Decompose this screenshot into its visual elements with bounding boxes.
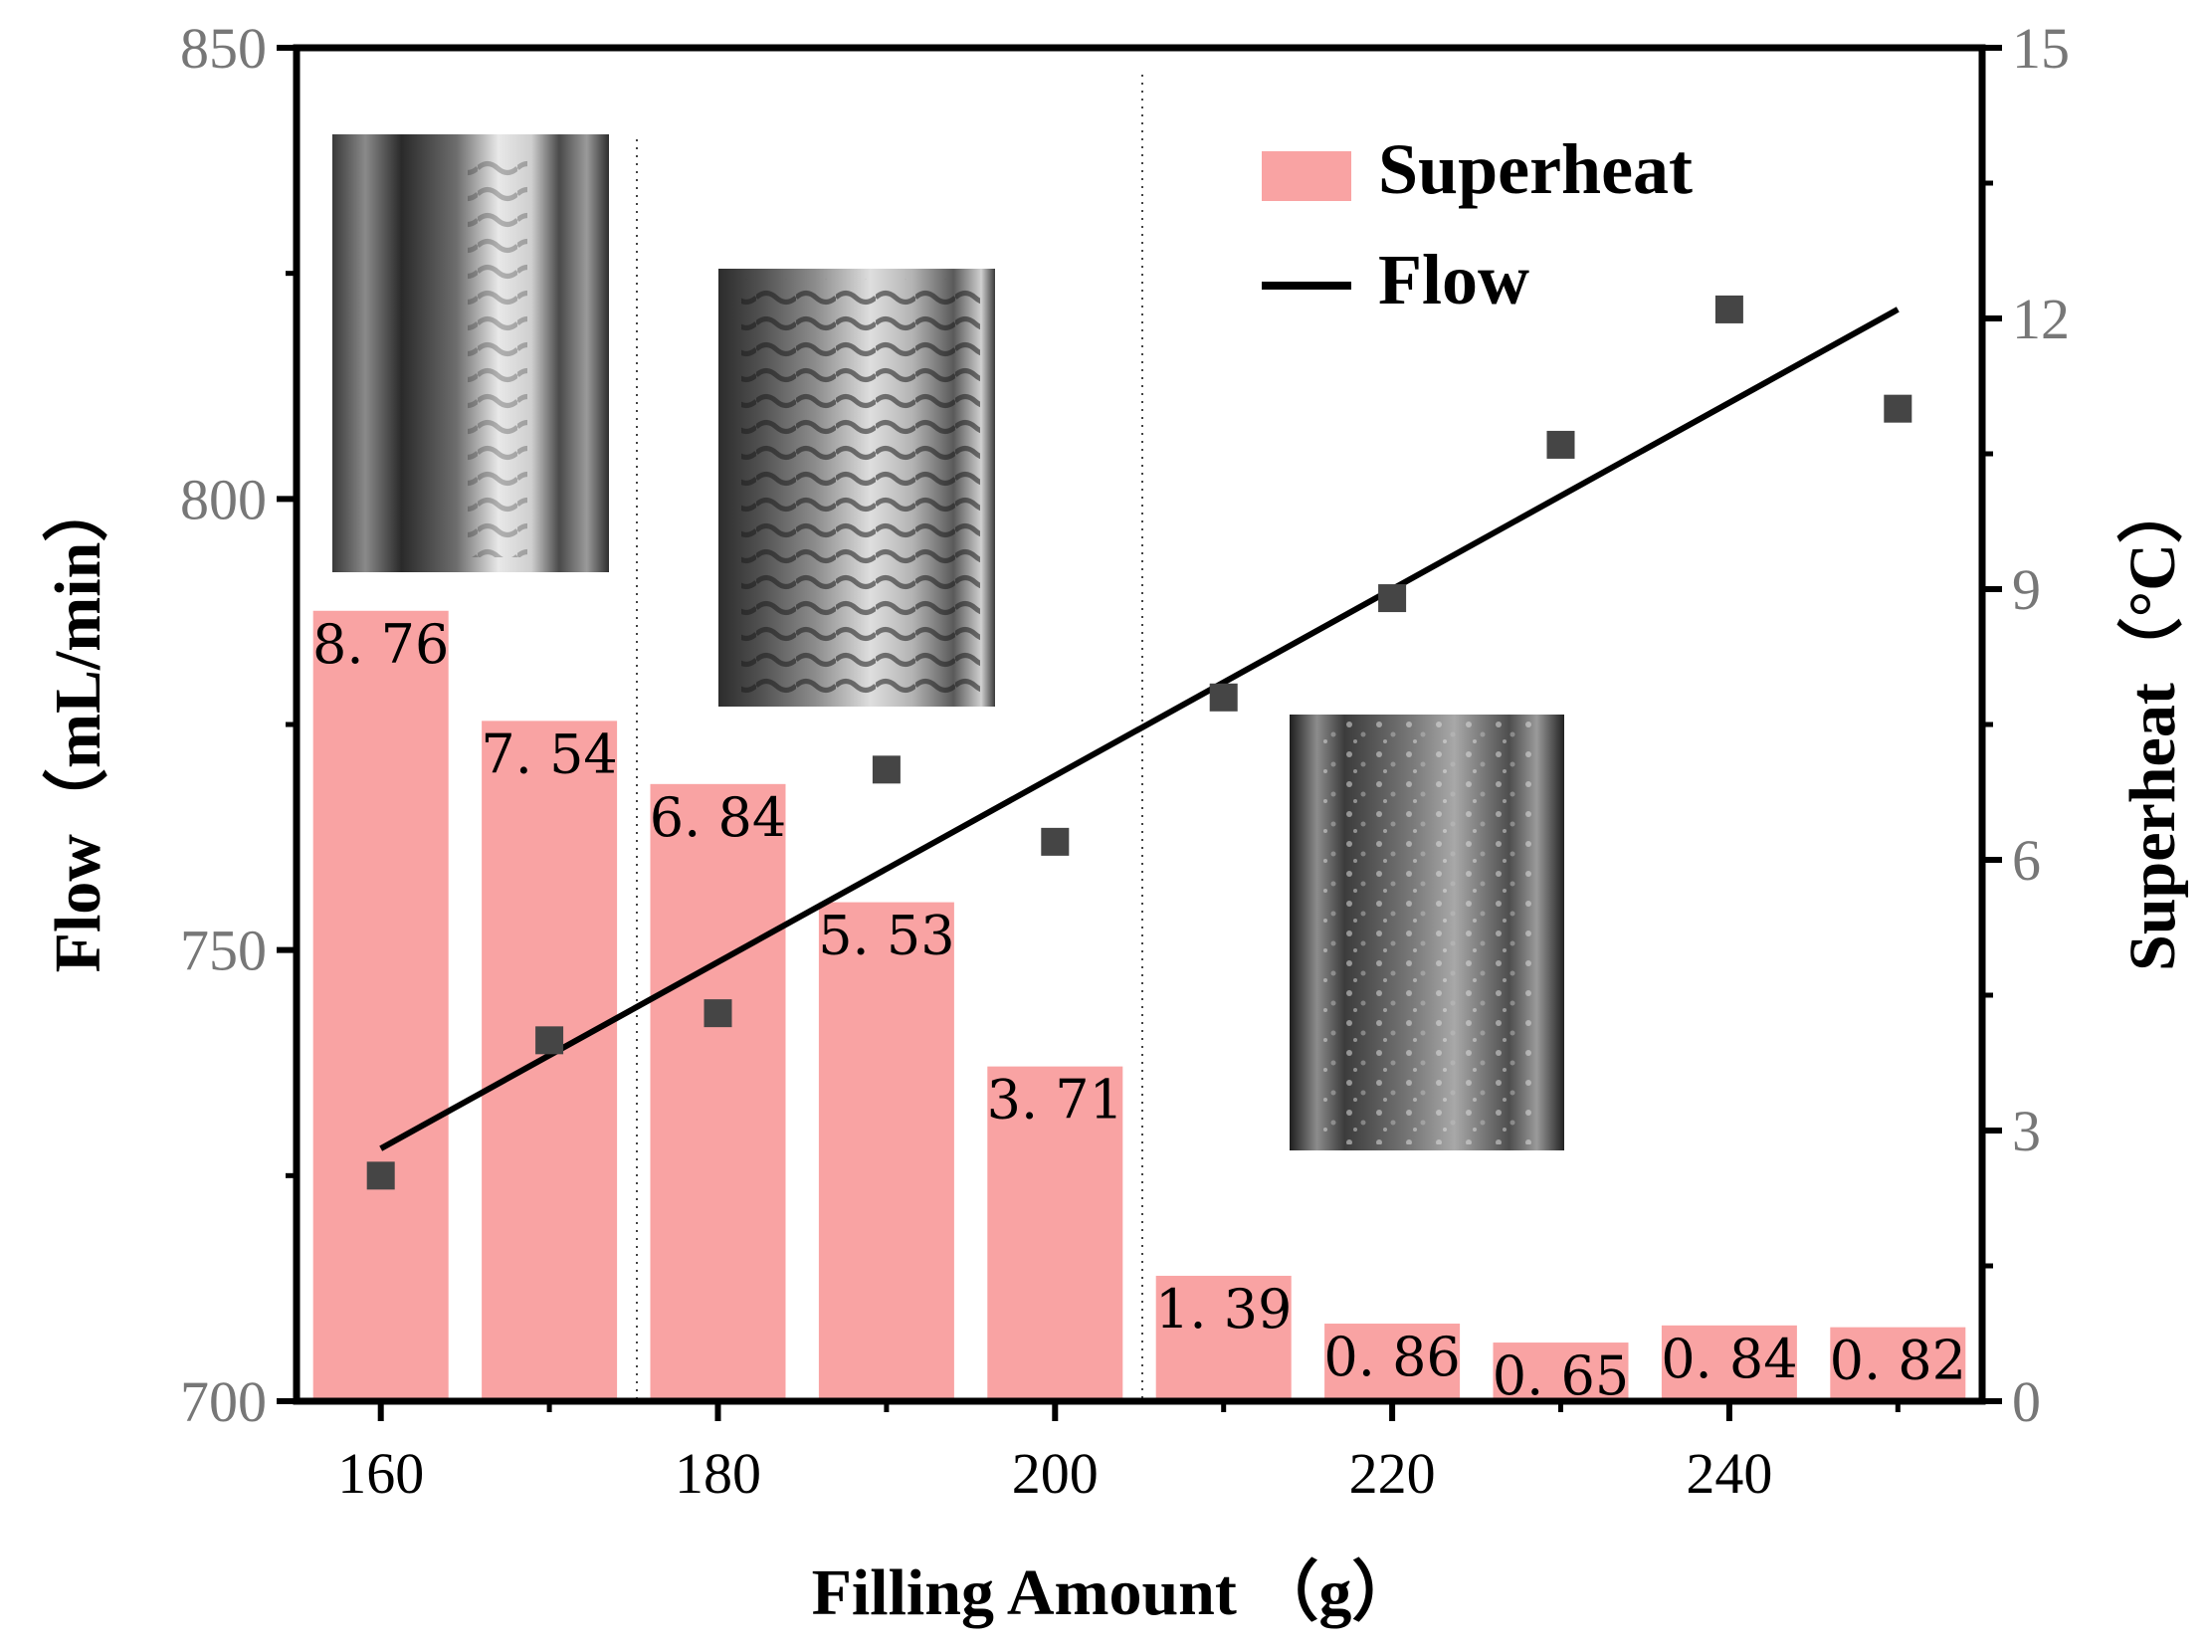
legend-superheat-label: Superheat — [1378, 129, 1693, 209]
flow-point — [704, 999, 732, 1028]
right-tick-label: 0 — [2012, 1369, 2041, 1434]
superheat-bar — [1830, 1327, 1966, 1401]
superheat-bar-label: 0. 84 — [1661, 1328, 1797, 1390]
flow-point — [366, 1161, 395, 1190]
superheat-bar — [1155, 1275, 1292, 1401]
left-tick-label: 800 — [180, 467, 267, 531]
right-tick-label: 15 — [2012, 16, 2070, 81]
flow-point — [1041, 827, 1070, 856]
right-axis-ticks: 0 3 6 9 12 15 — [1982, 16, 2070, 1434]
flow-point — [1546, 430, 1575, 459]
flow-points — [366, 295, 1912, 1190]
left-tick-label: 700 — [180, 1369, 267, 1434]
superheat-bar — [1493, 1342, 1629, 1401]
superheat-bar-labels: 8. 76 7. 54 6. 84 5. 53 3. 71 1. 39 0. 86 0. 65… — [312, 613, 1966, 1407]
right-axis-title: Superheat（°C） — [2115, 478, 2189, 971]
legend-flow-label: Flow — [1378, 240, 1529, 319]
superheat-bar-label: 3. 71 — [987, 1069, 1123, 1132]
superheat-bar — [987, 1066, 1123, 1401]
x-axis-ticks: 160 180 200 220 240 — [337, 1401, 1901, 1506]
superheat-bar-label: 7. 54 — [481, 723, 617, 785]
x-tick-label: 160 — [337, 1441, 424, 1506]
right-tick-label: 6 — [2012, 828, 2041, 893]
superheat-bar-label: 5. 53 — [818, 905, 954, 967]
flow-pattern-photo-160-170 — [332, 134, 609, 572]
right-tick-label: 3 — [2012, 1099, 2041, 1163]
flow-point — [1884, 394, 1912, 423]
left-tick-label: 750 — [180, 919, 267, 983]
left-axis-ticks: 700 750 800 850 — [180, 16, 297, 1434]
flow-fit-line-group — [379, 307, 1900, 1151]
superheat-bar — [1324, 1324, 1461, 1401]
legend: Superheat Flow — [1262, 129, 1693, 319]
superheat-bar — [482, 721, 618, 1401]
flow-fit-line — [379, 307, 1900, 1151]
flow-point — [1209, 683, 1238, 712]
superheat-bar-label: 6. 84 — [650, 786, 786, 849]
superheat-bar-label: 1. 39 — [1155, 1278, 1292, 1341]
right-tick-label: 9 — [2012, 557, 2041, 622]
right-tick-label: 12 — [2012, 287, 2070, 351]
left-axis-title: Flow（mL/min） — [41, 477, 114, 973]
x-tick-label: 240 — [1686, 1441, 1772, 1506]
x-tick-label: 220 — [1349, 1441, 1436, 1506]
superheat-bar-label: 0. 82 — [1830, 1330, 1966, 1392]
flow-point — [1714, 295, 1743, 323]
superheat-bar-label: 8. 76 — [312, 613, 449, 676]
superheat-bar-label: 0. 65 — [1493, 1344, 1629, 1407]
left-tick-label: 850 — [180, 16, 267, 81]
x-tick-label: 200 — [1012, 1441, 1099, 1506]
x-tick-label: 180 — [675, 1441, 761, 1506]
superheat-bar-label: 0. 86 — [1323, 1326, 1460, 1388]
superheat-bars — [312, 610, 1966, 1401]
regime-separators — [636, 75, 1143, 1398]
superheat-bar — [312, 610, 449, 1401]
legend-superheat-swatch — [1262, 151, 1351, 201]
flow-pattern-photo-220-230 — [1290, 715, 1564, 1150]
superheat-bar — [650, 783, 786, 1401]
flow-point — [872, 755, 901, 784]
flow-point — [1378, 584, 1407, 613]
flow-pattern-photo-180-190 — [718, 269, 995, 707]
superheat-bar — [818, 902, 954, 1401]
superheat-bar — [1661, 1325, 1797, 1401]
flow-point — [535, 1026, 564, 1055]
x-axis-title: Filling Amount （g） — [812, 1555, 1418, 1629]
